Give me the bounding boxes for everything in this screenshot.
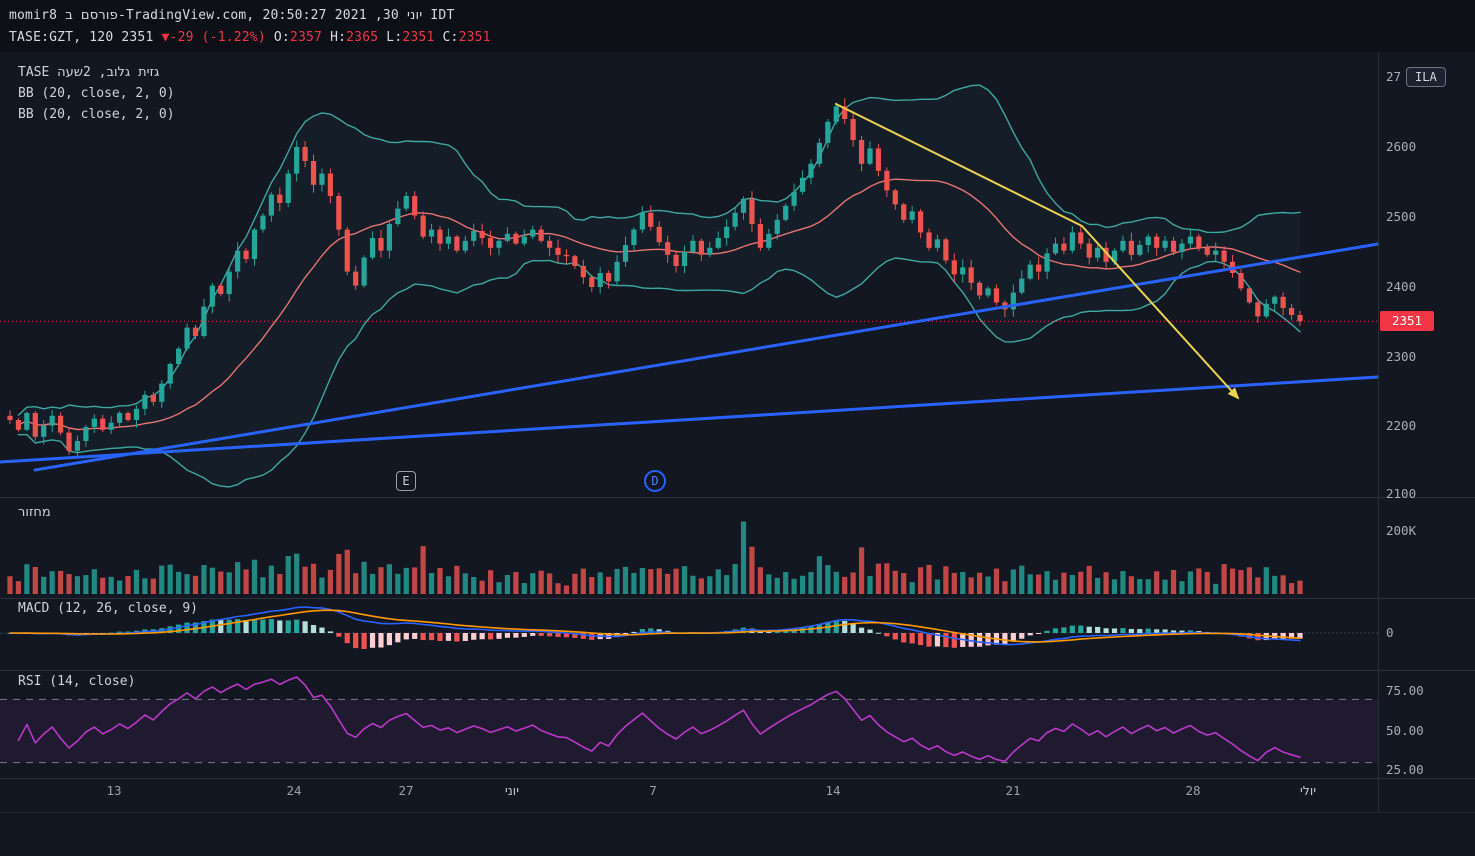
ohlc-segment: 2357 bbox=[289, 30, 331, 45]
ohlc-segment: 2351 bbox=[402, 30, 443, 45]
symbol-status-line: TASE:GZT, 120 2351 ▼-29 (-1.22%) O:2357 … bbox=[9, 30, 491, 45]
ohlc-segment: ▼-29 (-1.22%) bbox=[161, 30, 274, 45]
ohlc-segment: 2365 bbox=[346, 30, 387, 45]
last-price-badge: 2351 bbox=[1380, 311, 1434, 331]
earnings-marker[interactable]: E bbox=[396, 471, 416, 491]
publication-info: momir8 פורסם ב-TradingView.com, יוני 30,… bbox=[9, 8, 455, 23]
bb-indicator-legend-2[interactable]: BB (20, close, 2, 0) bbox=[18, 107, 175, 122]
volume-pane-legend[interactable]: מחזור bbox=[18, 505, 51, 520]
pane-separator[interactable] bbox=[0, 598, 1475, 599]
pane-separator[interactable] bbox=[0, 670, 1475, 671]
ohlc-segment: L: bbox=[386, 30, 403, 45]
ohlc-segment: 2351 bbox=[458, 30, 491, 45]
pane-separator[interactable] bbox=[0, 497, 1475, 498]
symbol-legend[interactable]: TASE גזית גלוב, 2שעה bbox=[18, 65, 160, 80]
footer-bar: TradingView bbox=[0, 812, 1475, 856]
dividend-marker[interactable]: D bbox=[644, 470, 666, 492]
rsi-pane-legend[interactable]: RSI (14, close) bbox=[18, 674, 136, 689]
ohlc-segment: O: bbox=[273, 30, 290, 45]
chart-legend: TASE גזית גלוב, 2שעה BB (20, close, 2, 0… bbox=[18, 62, 175, 125]
price-scale-border[interactable] bbox=[1378, 52, 1379, 812]
ohlc-segment: H: bbox=[330, 30, 347, 45]
chart-background bbox=[0, 52, 1475, 812]
currency-badge[interactable]: ILA bbox=[1406, 67, 1446, 87]
time-axis-separator bbox=[0, 778, 1475, 779]
ohlc-segment: C: bbox=[442, 30, 459, 45]
macd-pane-legend[interactable]: MACD (12, 26, close, 9) bbox=[18, 601, 199, 616]
price-axis-label-partial: 27 bbox=[1386, 69, 1402, 84]
bb-indicator-legend-1[interactable]: BB (20, close, 2, 0) bbox=[18, 86, 175, 101]
ohlc-segment: TASE:GZT, 120 2351 bbox=[9, 30, 162, 45]
